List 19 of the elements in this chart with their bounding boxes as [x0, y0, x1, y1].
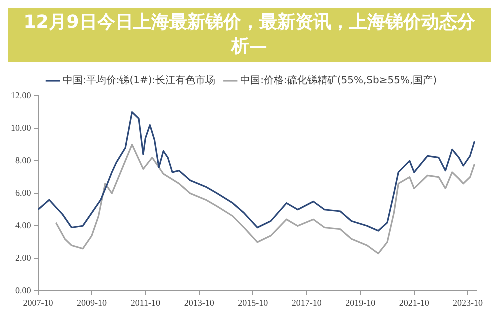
x-tick-label: 2023-10	[453, 298, 484, 308]
chart-title: 12月9日今日上海最新锑价，最新资讯，上海锑价动态分析—	[8, 8, 491, 62]
legend-label: 中国:价格:硫化锑精矿(55%,Sb≥55%,国产)	[240, 74, 438, 87]
x-tick-label: 2019-10	[346, 298, 376, 308]
x-tick-label: 2021-10	[399, 298, 430, 308]
y-tick-label: 0.00	[16, 286, 32, 296]
y-tick-label: 6.00	[16, 188, 32, 198]
legend-label: 中国:平均价:锑(1#):长江有色市场	[62, 74, 216, 87]
y-tick-label: 4.00	[16, 220, 32, 230]
x-tick-label: 2007-10	[23, 298, 54, 308]
x-tick-label: 2015-10	[238, 298, 269, 308]
x-tick-label: 2011-10	[130, 298, 162, 308]
x-tick-label: 2009-10	[76, 298, 108, 308]
y-tick-label: 12.00	[11, 90, 32, 100]
y-tick-label: 8.00	[16, 155, 32, 166]
x-tick-label: 2017-10	[292, 298, 322, 308]
x-tick-label: 2013-10	[184, 298, 215, 308]
y-tick-label: 10.00	[11, 122, 32, 133]
y-tick-label: 2.00	[16, 253, 32, 264]
